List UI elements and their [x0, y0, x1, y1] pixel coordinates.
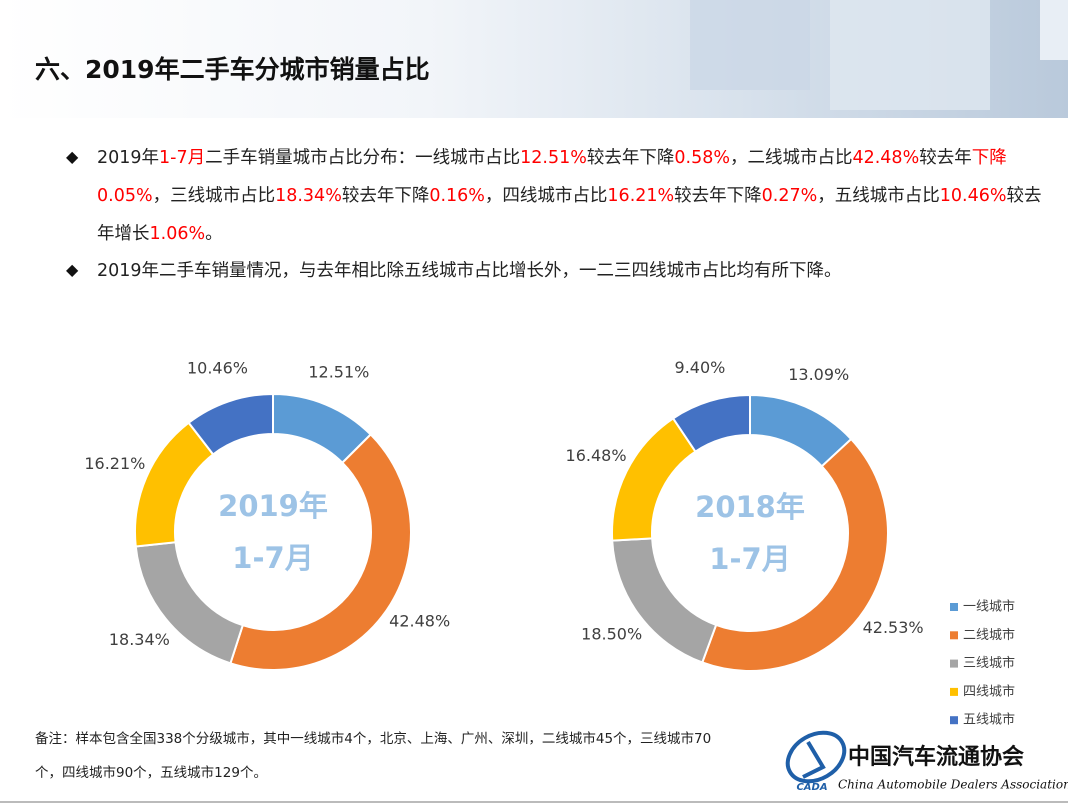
header-deco [690, 0, 1068, 110]
text-run: ，四线城市占比 [484, 186, 608, 206]
bullet-icon: ◆ [66, 147, 79, 166]
value-label: 16.48% [566, 446, 627, 465]
text-run: 较去年 [919, 148, 972, 168]
text-run: 0.58% [674, 148, 730, 168]
logo-name-en: China Automobile Dealers Association [838, 778, 1068, 792]
bullet-icon: ◆ [66, 260, 79, 279]
legend-swatch [950, 659, 958, 668]
logo: CADA 中国汽车流通协会 China Automobile Dealers A… [785, 730, 1068, 793]
text-run: 二手车销量城市占比分布：一线城市占比 [205, 148, 521, 168]
text-run: ，五线城市占比 [817, 186, 940, 206]
legend-swatch [950, 603, 958, 611]
center-label: 2018年 [695, 490, 805, 524]
legend-label: 二线城市 [963, 627, 1015, 643]
text-run: 18.34% [275, 186, 342, 206]
text-run: 较去年增长 [97, 186, 1042, 244]
text-run: 。 [205, 224, 223, 244]
footnote: 备注：样本包含全国338个分级城市，其中一线城市4个，北京、上海、广州、深圳，二… [35, 731, 712, 781]
center-label: 1-7月 [709, 542, 790, 576]
text-run: 较去年下降 [674, 186, 762, 206]
legend-swatch [950, 716, 958, 725]
legend-label: 一线城市 [963, 599, 1015, 615]
text-run: ，三线城市占比 [152, 186, 276, 206]
text-run: 下降0.05% [97, 148, 1007, 206]
legend-swatch [950, 687, 958, 696]
text-run: 10.46% [939, 186, 1007, 206]
center-label: 1-7月 [232, 541, 313, 575]
value-label: 9.40% [675, 358, 726, 377]
donut-slice [187, 392, 274, 456]
legend-label: 三线城市 [963, 655, 1015, 671]
text-run: ，二线城市占比 [729, 148, 853, 168]
donut-slice [611, 416, 697, 542]
value-label: 18.34% [109, 630, 170, 649]
text-run: 12.51% [520, 148, 587, 168]
logo-name-cn: 中国汽车流通协会 [848, 744, 1024, 770]
value-label: 12.51% [308, 363, 369, 382]
donut-slice [611, 537, 718, 664]
value-label: 16.21% [84, 454, 145, 473]
text-run: 16.21% [607, 186, 675, 206]
bullet-text: 2019年二手车销量情况，与去年相比除五线城市占比增长外，一二三四线城市占比均有… [97, 252, 1047, 290]
bottom-rule [0, 801, 1068, 803]
value-label: 18.50% [581, 625, 642, 644]
text-run: 1.06% [149, 224, 206, 244]
text-run: 0.16% [429, 186, 485, 206]
text-run: 42.48% [852, 148, 920, 168]
legend-label: 四线城市 [963, 683, 1015, 699]
value-label: 42.53% [863, 618, 924, 637]
header-band: 六、2019年二手车分城市销量占比 [0, 0, 1068, 118]
bullet-text: 2019年1-7月二手车销量城市占比分布：一线城市占比12.51%较去年下降0.… [97, 139, 1047, 253]
text-run: 较去年下降 [341, 186, 430, 206]
legend-swatch [950, 631, 958, 640]
donut-slice [671, 393, 751, 453]
value-label: 13.09% [788, 365, 849, 384]
text-run: 0.27% [761, 186, 818, 206]
text-run: 较去年下降 [586, 148, 675, 168]
slide-title: 六、2019年二手车分城市销量占比 [35, 55, 430, 84]
text-run: 1-7月 [159, 148, 206, 168]
donut-slice [134, 421, 215, 548]
text-run: 2019年 [97, 148, 160, 168]
legend-label: 五线城市 [963, 712, 1015, 728]
donut-slice [700, 437, 889, 672]
logo-abbr: CADA [796, 782, 827, 793]
center-label: 2019年 [218, 489, 328, 523]
value-label: 42.48% [389, 611, 450, 630]
value-label: 10.46% [187, 359, 248, 378]
donut-slice [229, 433, 412, 671]
text-run: 2019年二手车销量情况，与去年相比除五线城市占比增长外，一二三四线城市占比均有… [97, 261, 842, 281]
